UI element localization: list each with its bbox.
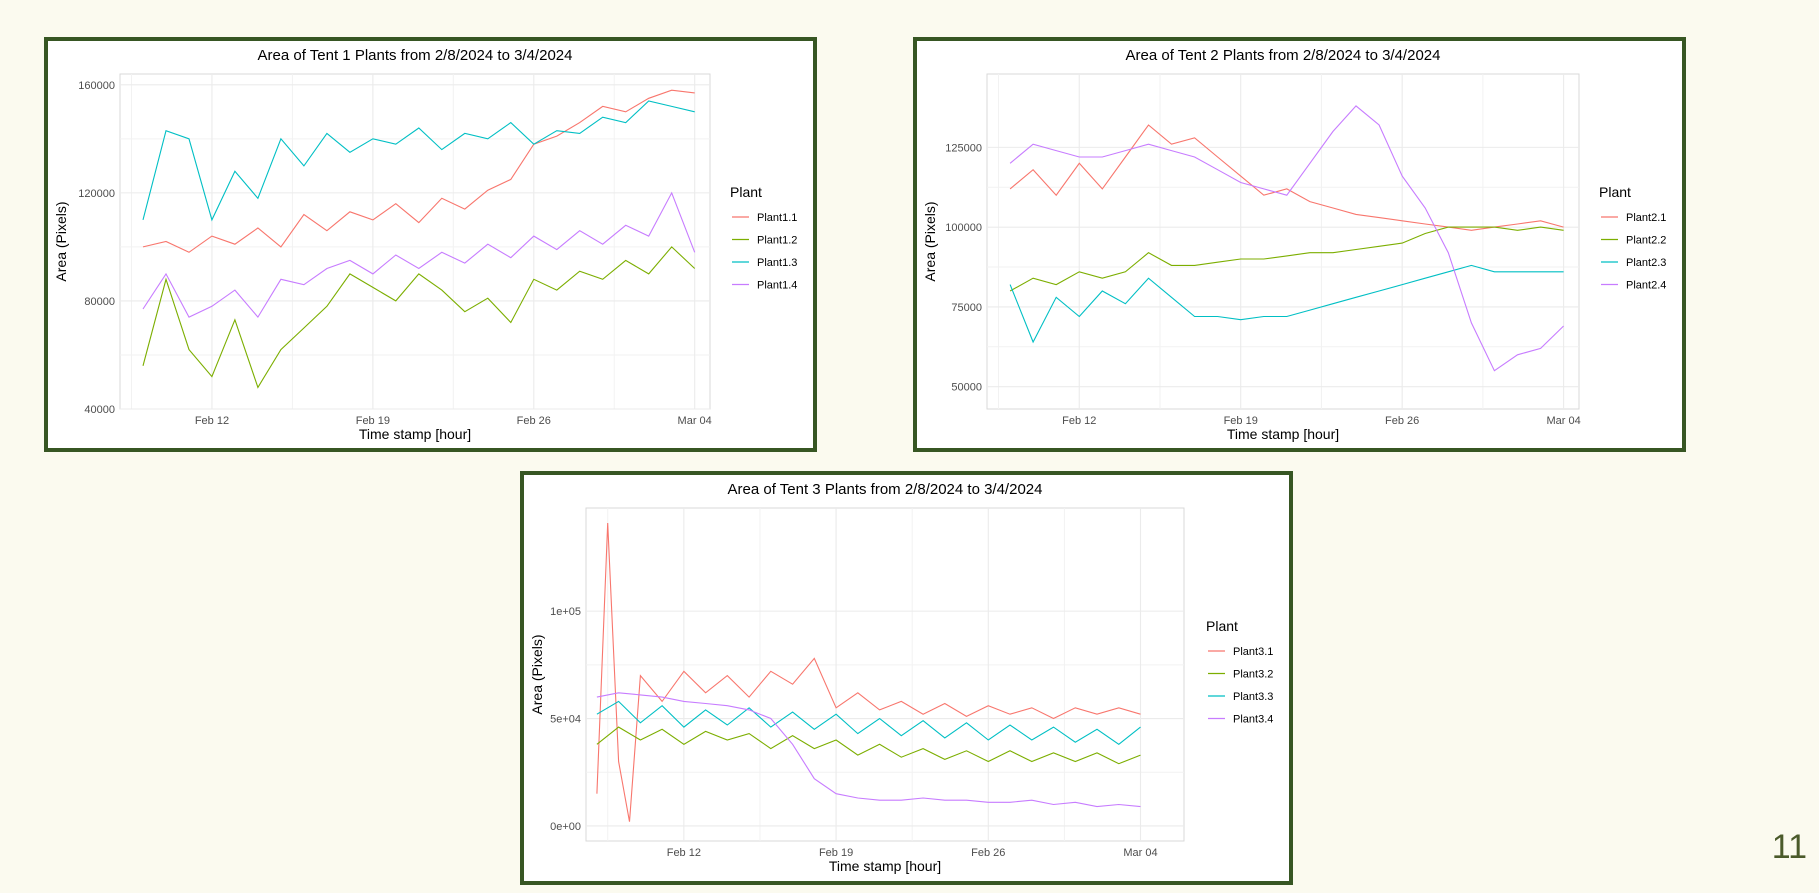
- chart2-y-axis-label: Area (Pixels): [922, 201, 938, 281]
- chart2-x-tick-label: Feb 26: [1385, 415, 1419, 427]
- chart2-series-line-3: [1009, 264, 1564, 344]
- chart3-legend-title: Plant: [1206, 618, 1238, 634]
- chart3-y-tick-label: 5e+04: [550, 714, 581, 726]
- chart3-y-tick-label: 0e+00: [550, 821, 581, 833]
- chart2-y-tick-label: 100000: [945, 222, 982, 234]
- chart2-y-tick-label: 50000: [951, 382, 982, 394]
- chart2-plot-area: [986, 73, 1580, 410]
- chart1-x-tick-label: Feb 12: [195, 415, 229, 427]
- chart2-x-tick-label: Feb 19: [1224, 415, 1258, 427]
- chart2-x-tick-label: Feb 12: [1062, 415, 1096, 427]
- chart3-legend-label: Plant3.4: [1233, 714, 1273, 726]
- chart1-x-axis-label: Time stamp [hour]: [359, 426, 471, 442]
- chart1-x-tick-label: Feb 19: [356, 415, 390, 427]
- chart1-plot-area: [119, 73, 711, 410]
- chart2-series-line-1: [1009, 124, 1564, 231]
- chart1-y-tick-label: 80000: [84, 296, 115, 308]
- chart1-y-axis-label: Area (Pixels): [53, 201, 69, 281]
- chart3-x-tick-label: Mar 04: [1123, 847, 1157, 859]
- chart1-x-tick-label: Feb 26: [517, 415, 551, 427]
- chart1-series-line-4: [142, 191, 696, 319]
- chart1-series-line-1: [142, 89, 695, 253]
- chart1-y-tick-label: 160000: [78, 80, 115, 92]
- chart3-series-line-4: [596, 692, 1141, 808]
- chart1-series-line-2: [142, 246, 696, 389]
- chart3-y-tick-label: 1e+05: [550, 606, 581, 618]
- chart2-title: Area of Tent 2 Plants from 2/8/2024 to 3…: [1126, 47, 1441, 64]
- chart-tent-1: Area of Tent 1 Plants from 2/8/2024 to 3…: [53, 47, 797, 442]
- chart2-legend-label: Plant2.4: [1626, 280, 1666, 292]
- chart2-series-line-2: [1009, 226, 1564, 292]
- chart3-legend-label: Plant3.3: [1233, 691, 1273, 703]
- chart1-legend-label: Plant1.4: [757, 280, 797, 292]
- chart1-legend-label: Plant1.1: [757, 212, 797, 224]
- chart3-series-line-3: [596, 700, 1141, 745]
- chart2-y-tick-label: 75000: [951, 302, 982, 314]
- chart1-x-tick-label: Mar 04: [678, 415, 712, 427]
- chart2-x-tick-label: Mar 04: [1546, 415, 1580, 427]
- chart3-x-tick-label: Feb 12: [667, 847, 701, 859]
- chart-tent-2: Area of Tent 2 Plants from 2/8/2024 to 3…: [922, 47, 1666, 442]
- chart1-legend-label: Plant1.2: [757, 235, 797, 247]
- chart-panel-tent-1: Area of Tent 1 Plants from 2/8/2024 to 3…: [44, 37, 817, 452]
- chart2-y-tick-label: 125000: [945, 142, 982, 154]
- chart3-x-tick-label: Feb 26: [971, 847, 1005, 859]
- chart1-legend-title: Plant: [730, 184, 762, 200]
- chart3-series-line-1: [596, 522, 1141, 822]
- chart1-y-tick-label: 40000: [84, 404, 115, 416]
- chart1-y-tick-label: 120000: [78, 188, 115, 200]
- chart1-title: Area of Tent 1 Plants from 2/8/2024 to 3…: [258, 47, 573, 64]
- chart1-series-line-3: [142, 100, 695, 222]
- chart3-legend-label: Plant3.2: [1233, 669, 1273, 681]
- chart3-plot-area: [585, 507, 1185, 842]
- chart3-y-axis-label: Area (Pixels): [529, 634, 545, 714]
- chart3-legend-label: Plant3.1: [1233, 646, 1273, 658]
- chart-panel-tent-3: Area of Tent 3 Plants from 2/8/2024 to 3…: [520, 471, 1293, 885]
- chart2-series-line-4: [1009, 105, 1564, 372]
- chart3-series-line-2: [596, 726, 1141, 765]
- chart2-x-axis-label: Time stamp [hour]: [1227, 426, 1339, 442]
- chart1-legend-label: Plant1.3: [757, 257, 797, 269]
- chart2-legend-label: Plant2.2: [1626, 235, 1666, 247]
- chart-panel-tent-2: Area of Tent 2 Plants from 2/8/2024 to 3…: [913, 37, 1686, 452]
- chart2-legend-label: Plant2.3: [1626, 257, 1666, 269]
- page-number: 11: [1771, 828, 1807, 866]
- chart-tent-3: Area of Tent 3 Plants from 2/8/2024 to 3…: [529, 481, 1273, 874]
- chart3-x-axis-label: Time stamp [hour]: [829, 858, 941, 874]
- chart3-title: Area of Tent 3 Plants from 2/8/2024 to 3…: [728, 481, 1043, 498]
- chart2-legend-label: Plant2.1: [1626, 212, 1666, 224]
- chart3-x-tick-label: Feb 19: [819, 847, 853, 859]
- chart2-legend-title: Plant: [1599, 184, 1631, 200]
